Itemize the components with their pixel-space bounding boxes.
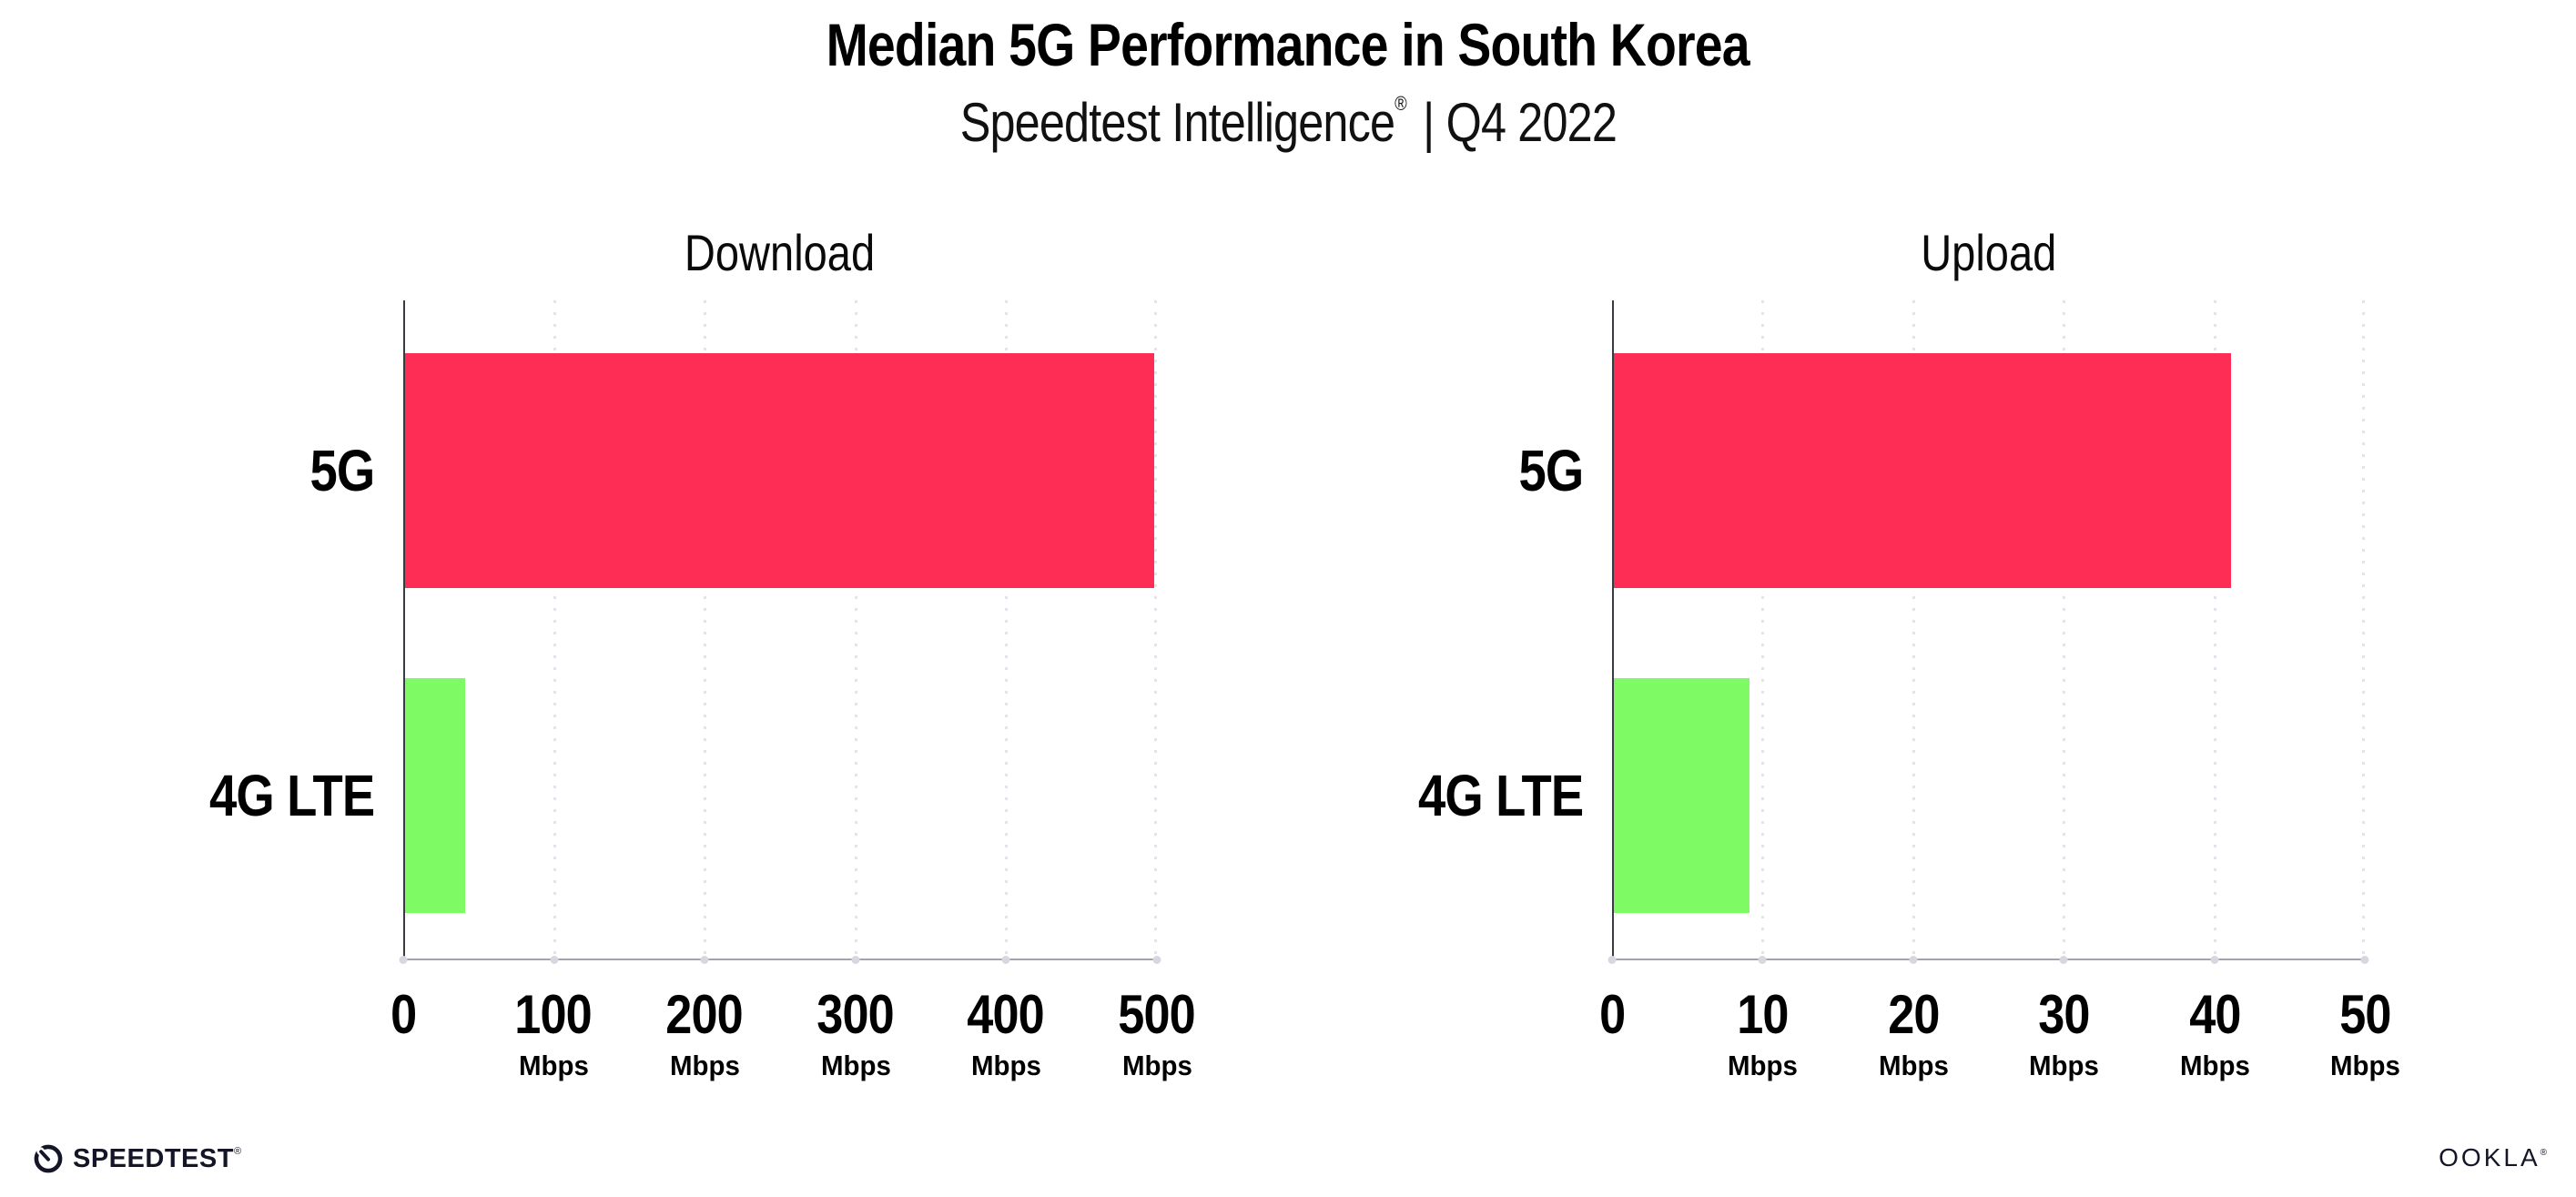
axis-tick-dot xyxy=(550,956,559,964)
gridline xyxy=(2063,300,2066,959)
tick-unit: Mbps xyxy=(1121,1050,1192,1081)
chart-title-download: Download xyxy=(685,224,876,281)
speedtest-wordmark: SPEEDTEST® xyxy=(73,1143,242,1173)
x-tick-download-200: 200 Mbps xyxy=(595,988,814,1080)
axis-tick-dot xyxy=(1607,956,1617,964)
tick-value: 0 xyxy=(390,984,417,1045)
category-label-4g-lte-download: 4G LTE xyxy=(208,763,375,828)
x-tick-upload-10: 10 Mbps xyxy=(1653,988,1871,1080)
category-label-5g-download: 5G xyxy=(309,438,375,503)
plot-area-upload xyxy=(1607,300,2369,964)
tick-value: 40 xyxy=(2188,984,2241,1045)
axis-tick-dot xyxy=(2360,956,2369,964)
chart-title-upload: Upload xyxy=(1920,224,2057,281)
registered-mark: ® xyxy=(1394,92,1407,115)
x-tick-upload-40: 40 Mbps xyxy=(2105,988,2324,1080)
axis-tick-dot xyxy=(1001,956,1010,964)
x-tick-upload-20: 20 Mbps xyxy=(1804,988,2023,1080)
tick-unit: Mbps xyxy=(2329,1050,2400,1081)
bar-5g-download xyxy=(405,353,1155,588)
x-tick-upload-30: 30 Mbps xyxy=(1954,988,2173,1080)
subtitle-period: | Q4 2022 xyxy=(1422,92,1618,153)
plot-area-download xyxy=(399,300,1161,964)
tick-unit: Mbps xyxy=(1878,1050,1949,1081)
gridline xyxy=(1154,300,1157,959)
gridline xyxy=(2213,300,2216,959)
x-tick-download-500: 500 Mbps xyxy=(1048,988,1266,1080)
tick-value: 300 xyxy=(816,984,895,1045)
tick-value: 20 xyxy=(1887,984,1940,1045)
x-axis-upload xyxy=(1612,959,2365,960)
main-title: Median 5G Performance in South Korea xyxy=(0,11,2576,80)
x-tick-upload-0: 0 xyxy=(1503,988,1721,1080)
gridline xyxy=(2362,300,2365,959)
axis-tick-dot xyxy=(851,956,860,964)
tick-value: 200 xyxy=(665,984,744,1045)
gridline xyxy=(854,300,857,959)
tick-unit: Mbps xyxy=(1727,1050,1798,1081)
ookla-logo: OOKLA® xyxy=(2439,1145,2547,1171)
axis-tick-dot xyxy=(700,956,709,964)
gridline xyxy=(704,300,707,959)
speedtest-registered-mark: ® xyxy=(233,1145,242,1157)
gridline xyxy=(1912,300,1915,959)
axis-tick-dot xyxy=(1909,956,1918,964)
axis-tick-dot xyxy=(1152,956,1161,964)
subtitle: Speedtest Intelligence® | Q4 2022 xyxy=(0,87,2576,158)
x-tick-download-0: 0 xyxy=(294,988,512,1080)
bar-4g-lte-upload xyxy=(1614,678,1749,913)
gridline xyxy=(553,300,556,959)
tick-unit: Mbps xyxy=(518,1050,589,1081)
speedtest-logo: SPEEDTEST® xyxy=(33,1142,242,1175)
category-label-5g-upload: 5G xyxy=(1518,438,1584,503)
tick-unit: Mbps xyxy=(2179,1050,2250,1081)
tick-unit: Mbps xyxy=(669,1050,740,1081)
speedtest-gauge-icon xyxy=(34,1144,63,1173)
tick-value: 0 xyxy=(1598,984,1626,1045)
x-tick-upload-50: 50 Mbps xyxy=(2256,988,2474,1080)
tick-value: 500 xyxy=(1118,984,1196,1045)
main-title-text: Median 5G Performance in South Korea xyxy=(826,11,1750,78)
x-tick-download-100: 100 Mbps xyxy=(444,988,663,1080)
tick-value: 10 xyxy=(1736,984,1789,1045)
axis-tick-dot xyxy=(2210,956,2219,964)
ookla-wordmark: OOKLA xyxy=(2439,1143,2541,1172)
tick-value: 400 xyxy=(967,984,1045,1045)
subtitle-brand: Speedtest Intelligence xyxy=(959,92,1394,153)
tick-unit: Mbps xyxy=(2028,1050,2099,1081)
tick-value: 50 xyxy=(2338,984,2391,1045)
tick-value: 100 xyxy=(514,984,593,1045)
gridline xyxy=(1005,300,1009,959)
category-label-4g-lte-upload: 4G LTE xyxy=(1417,763,1584,828)
tick-unit: Mbps xyxy=(970,1050,1041,1081)
bar-4g-lte-download xyxy=(405,678,466,913)
tick-unit: Mbps xyxy=(820,1050,891,1081)
bar-5g-upload xyxy=(1614,353,2232,588)
axis-tick-dot xyxy=(399,956,408,964)
y-axis-upload xyxy=(1612,300,1614,959)
x-axis-download xyxy=(403,959,1157,960)
x-tick-download-400: 400 Mbps xyxy=(897,988,1115,1080)
y-axis-download xyxy=(403,300,405,959)
axis-tick-dot xyxy=(2059,956,2068,964)
gridline xyxy=(1761,300,1765,959)
x-tick-download-300: 300 Mbps xyxy=(746,988,965,1080)
ookla-registered-mark: ® xyxy=(2540,1148,2547,1158)
axis-tick-dot xyxy=(1758,956,1767,964)
tick-value: 30 xyxy=(2037,984,2090,1045)
